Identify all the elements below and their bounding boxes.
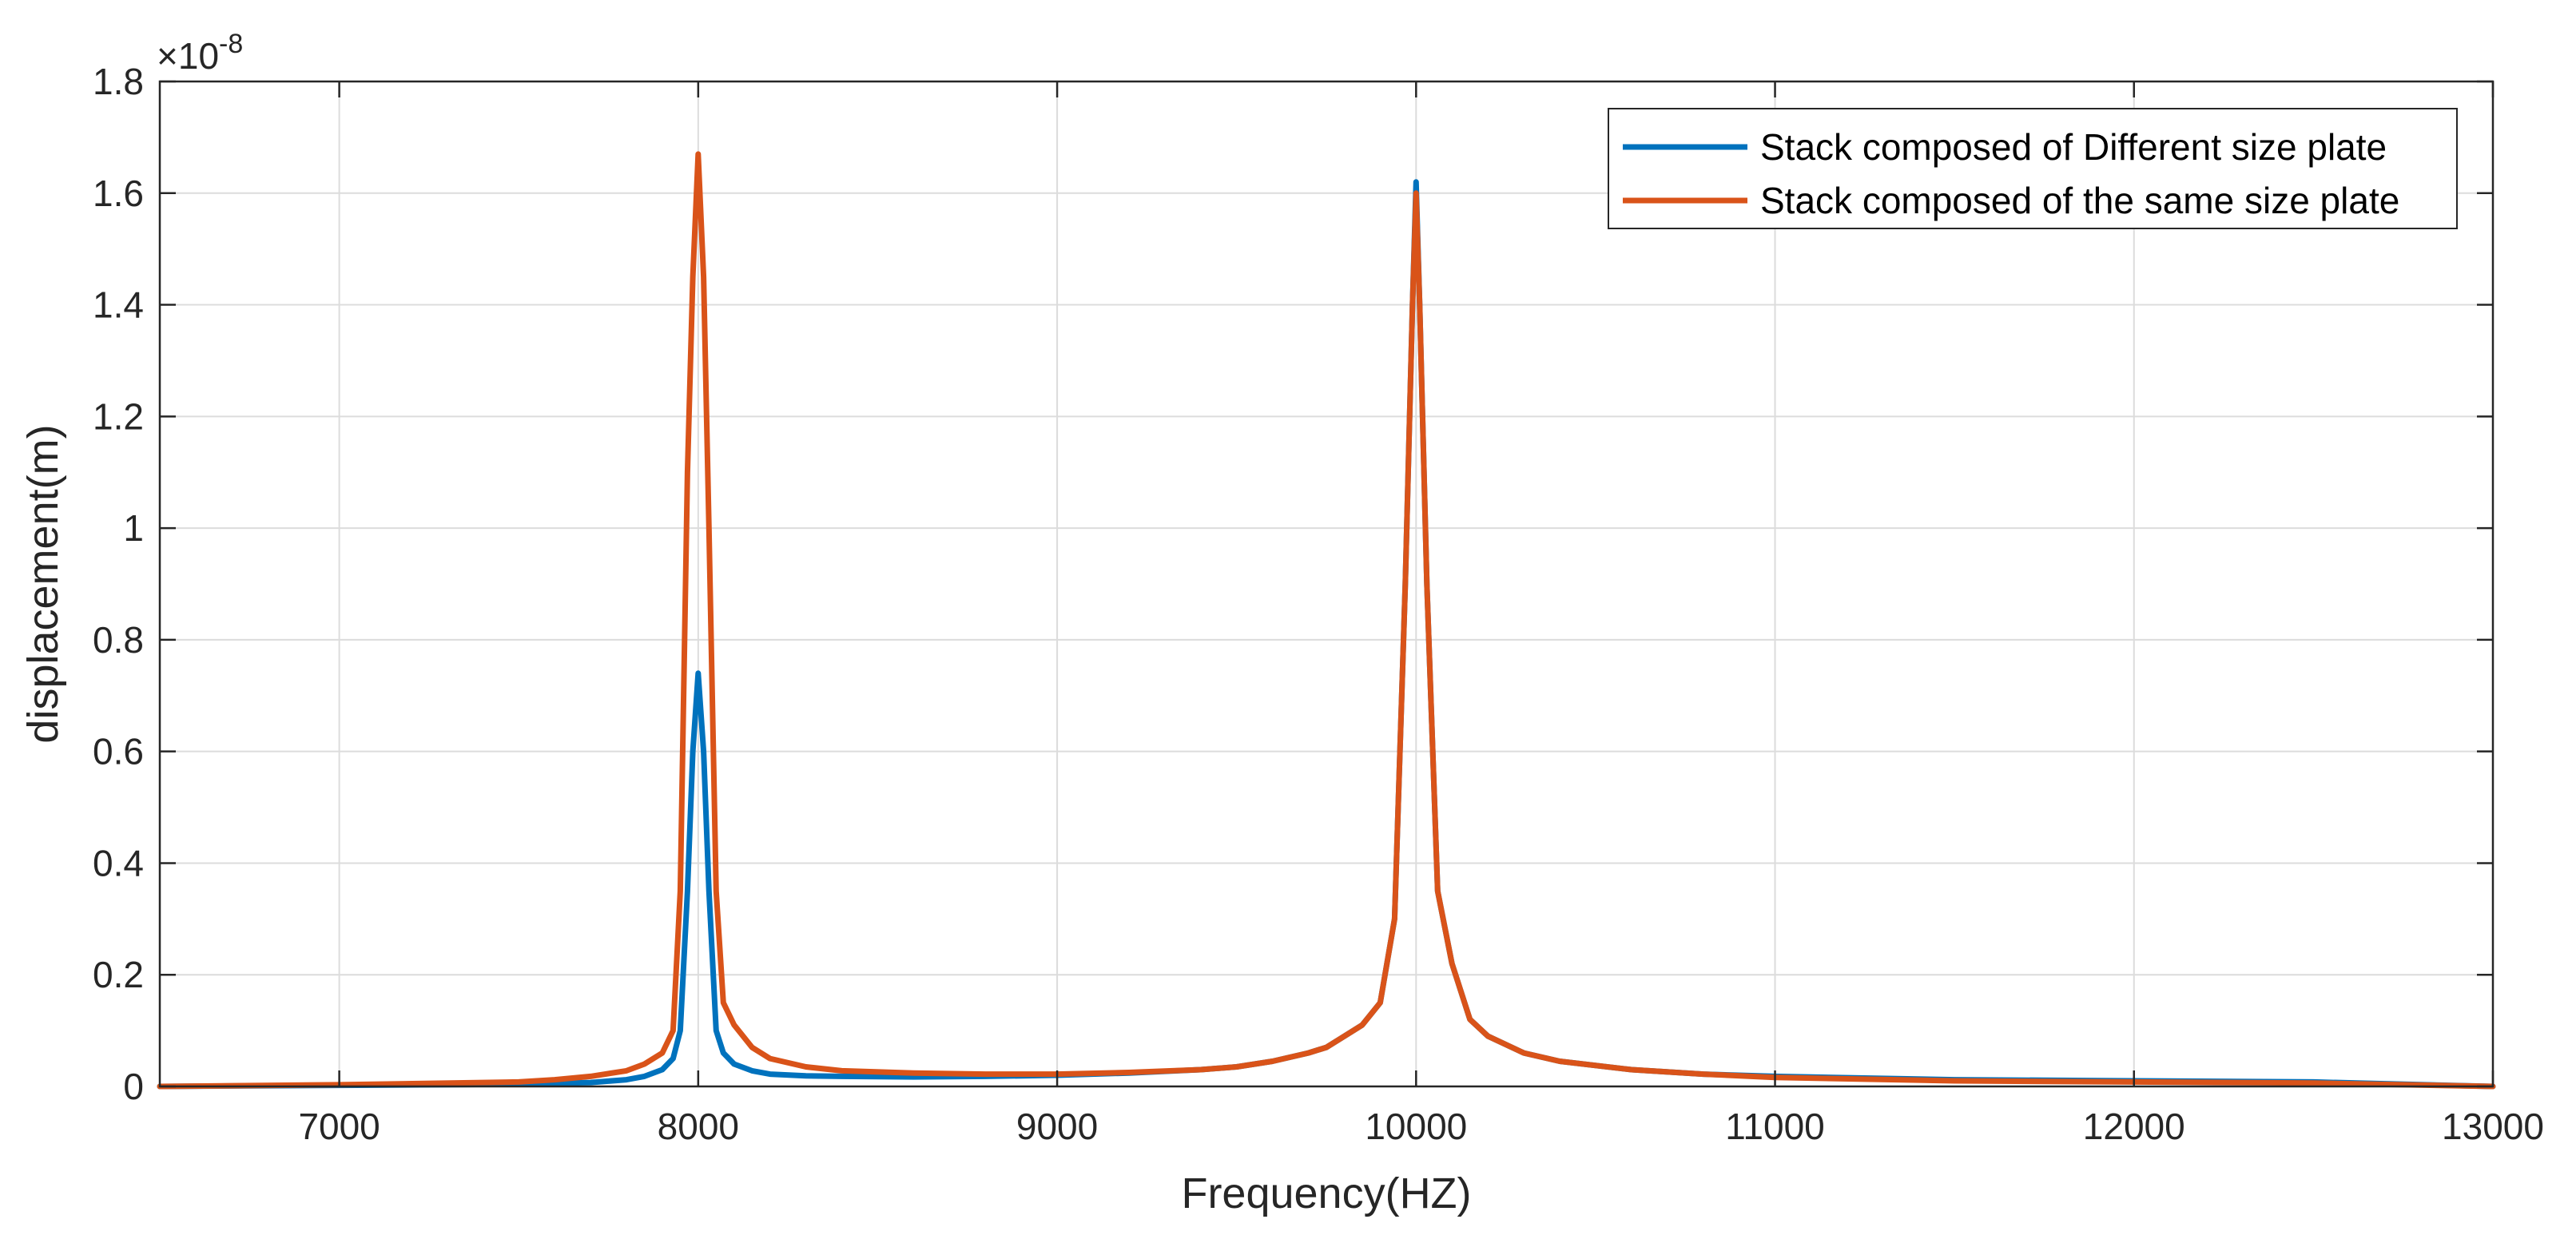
series-layer <box>157 151 2496 1090</box>
legend-box <box>1608 108 2458 229</box>
y-tick-label: 0.2 <box>93 954 144 995</box>
y-tick-label: 0.8 <box>93 619 144 661</box>
y-tick-label: 1.2 <box>93 395 144 437</box>
x-tick-label: 11000 <box>1725 1106 1825 1147</box>
y-tick-label: 0.4 <box>93 842 144 884</box>
y-axis-multiplier: ×10-8 <box>157 29 243 77</box>
x-tick-label: 10000 <box>1365 1106 1467 1147</box>
series-line-1 <box>157 151 2496 1090</box>
x-tick-label: 9000 <box>1016 1106 1098 1147</box>
x-tick-label: 8000 <box>658 1106 739 1147</box>
legend-entry-different-size: Stack composed of Different size plate <box>1760 126 2387 168</box>
plot-area-frame <box>158 80 2495 1088</box>
y-axis-multiplier-base: ×10 <box>157 35 219 77</box>
legend-entry-same-size: Stack composed of the same size plate <box>1760 180 2399 221</box>
ticks: 7000 8000 9000 10000 11000 12000 13000 0 0.2 0.4 0… <box>93 61 2544 1147</box>
x-axis-label: Frequency(HZ) <box>1181 1170 1471 1217</box>
y-tick-label: 1.8 <box>93 61 144 102</box>
y-tick-label: 0.6 <box>93 731 144 772</box>
y-tick-label: 1 <box>123 507 144 549</box>
x-tick-label: 12000 <box>2083 1106 2185 1147</box>
x-tick-label: 7000 <box>298 1106 380 1147</box>
y-tick-label: 0 <box>123 1066 144 1107</box>
y-axis-label: displacement(m) <box>19 424 67 743</box>
y-axis-multiplier-exponent: -8 <box>219 29 243 59</box>
labels: Frequency(HZ) displacement(m) ×10-8 <box>19 29 1472 1217</box>
x-tick-label: 13000 <box>2442 1106 2544 1147</box>
y-tick-label: 1.4 <box>93 284 144 326</box>
y-tick-label: 1.6 <box>93 173 144 214</box>
legend: Stack composed of Different size plate S… <box>1608 108 2458 229</box>
